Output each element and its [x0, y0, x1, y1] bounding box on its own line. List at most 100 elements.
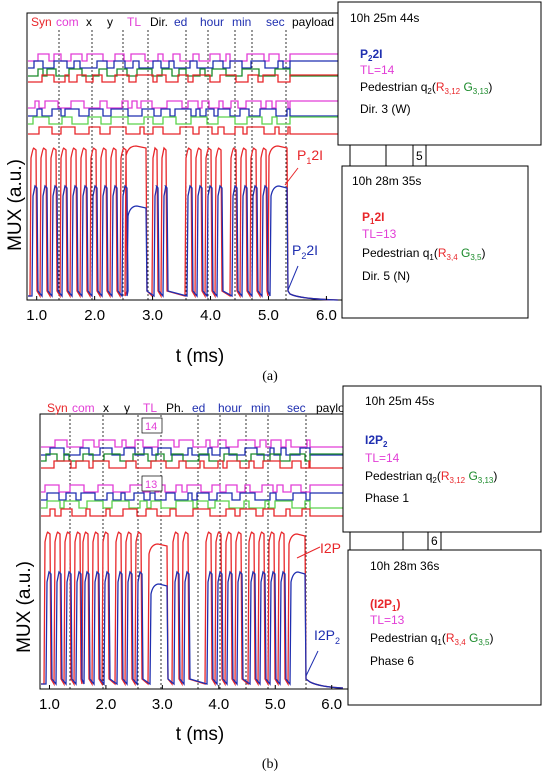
panel-label-b: (b)	[262, 757, 279, 772]
x-axis-label-a: t (ms)	[176, 346, 225, 367]
header-dir: Dir.	[150, 15, 168, 29]
box-b1-ped: Pedestrian q2(R3,12 G3,13)	[365, 469, 497, 485]
digital-trace	[41, 492, 343, 501]
tl-value-14: 14	[145, 421, 157, 433]
header-hour: hour	[218, 401, 242, 415]
curve-label-red-b: I2P	[320, 540, 341, 556]
plot-a-frame	[26, 12, 351, 301]
header-sec: sec	[266, 15, 285, 29]
header-syn: Syn	[31, 15, 52, 29]
digital-trace	[28, 116, 338, 125]
y-axis-label-a: MUX (a.u.)	[5, 159, 26, 251]
curve-label-blue-a-leader	[287, 265, 299, 291]
x-tick-label: 1.0	[39, 696, 60, 713]
box-a1-tag: P22I	[360, 47, 382, 63]
box-a2-tl: TL=13	[362, 227, 397, 241]
connector-a-label: 5	[416, 149, 423, 163]
panel-b: Syn com x y TL Ph. ed hour min sec payload 1.0 2.0 3…	[14, 385, 542, 772]
header-x: x	[86, 15, 92, 29]
x-tick-label: 1.0	[26, 307, 47, 324]
header-payload: payload	[292, 15, 334, 29]
panel-a: Syn com x y TL Dir. ed hour min sec payload 1.0 2.0…	[5, 1, 542, 384]
header-min: min	[232, 15, 251, 29]
header-tl: TL	[143, 401, 157, 415]
x-tick-label: 2.0	[84, 307, 105, 324]
info-box-b2	[347, 549, 542, 706]
digital-trace	[41, 460, 343, 469]
digital-trace	[28, 108, 338, 117]
digital-trace	[28, 60, 338, 69]
digital-trace	[28, 74, 338, 83]
header-y: y	[124, 401, 130, 415]
header-sec: sec	[287, 401, 306, 415]
tl-box-14	[141, 417, 163, 434]
box-b2-tl: TL=13	[370, 613, 405, 627]
y-axis-label-b: MUX (a.u.)	[14, 561, 35, 653]
x-ticks-b: 1.0 2.0 3.0 4.0 5.0 6.0	[39, 685, 342, 713]
digital-trace	[41, 500, 343, 509]
analog-traces-b	[41, 531, 344, 689]
x-tick-label: 3.0	[142, 307, 163, 324]
digital-trace	[28, 53, 338, 62]
curve-label-blue-a: P22I	[292, 242, 318, 261]
x-tick-label: 4.0	[208, 696, 229, 713]
digital-trace	[28, 126, 338, 135]
box-b1-tl: TL=14	[365, 451, 400, 465]
header-tl: TL	[127, 15, 141, 29]
x-ticks-a: 1.0 2.0 3.0 4.0 5.0 6.0	[26, 296, 337, 324]
header-ed: ed	[174, 15, 187, 29]
analog-trace	[28, 145, 339, 301]
header-ed: ed	[192, 401, 205, 415]
header-syn: Syn	[47, 401, 68, 415]
x-tick-label: 3.0	[152, 696, 173, 713]
box-b1-time: 10h 25m 45s	[365, 394, 434, 408]
x-tick-label: 5.0	[265, 696, 286, 713]
x-tick-label: 6.0	[316, 307, 337, 324]
x-tick-label: 6.0	[321, 696, 342, 713]
header-labels-b: Syn com x y TL Ph. ed hour min sec payload	[47, 401, 358, 415]
curve-label-red-b-leader	[296, 546, 321, 559]
curve-label-blue-b: I2P2	[314, 627, 340, 646]
curve-label-red-a: P12I	[297, 147, 323, 166]
box-a1-time: 10h 25m 44s	[350, 11, 419, 25]
digital-traces-a	[28, 53, 338, 135]
box-a2-ped: Pedestrian q1(R3,4 G3,5)	[362, 246, 485, 262]
x-axis-label-b: t (ms)	[176, 724, 225, 745]
curve-label-blue-b-leader	[305, 650, 319, 677]
analog-trace	[28, 184, 339, 301]
box-a1-line4: Dir. 3 (W)	[360, 102, 411, 116]
header-y: y	[107, 15, 113, 29]
header-x: x	[103, 401, 109, 415]
header-com: com	[72, 401, 95, 415]
box-b2-line4: Phase 6	[370, 654, 414, 668]
digital-trace	[28, 100, 338, 109]
analog-trace	[41, 570, 344, 689]
info-box-a2	[341, 165, 529, 319]
box-b2-time: 10h 28m 36s	[370, 559, 439, 573]
header-com: com	[56, 15, 79, 29]
header-labels-a: Syn com x y TL Dir. ed hour min sec payload	[31, 15, 334, 29]
box-a2-line4: Dir. 5 (N)	[362, 269, 410, 283]
tl-value-13: 13	[145, 479, 157, 491]
curve-label-red-a-leader	[284, 167, 299, 186]
tl-box-13	[141, 475, 163, 492]
header-ph: Ph.	[166, 401, 184, 415]
box-a1-ped: Pedestrian q2(R3,12 G3,13)	[360, 80, 492, 96]
box-b1-line4: Phase 1	[365, 491, 409, 505]
digital-trace	[41, 508, 343, 517]
digital-trace	[41, 439, 343, 448]
digital-traces-b	[41, 439, 343, 517]
box-b2-tag: (I2P1)	[370, 597, 400, 613]
header-hour: hour	[200, 15, 224, 29]
analog-trace	[41, 531, 344, 689]
digital-trace	[41, 484, 343, 493]
info-box-b1	[342, 385, 542, 533]
box-b1-tag: I2P2	[365, 433, 388, 449]
info-box-a1	[337, 1, 542, 146]
digital-trace	[41, 447, 343, 456]
box-a2-time: 10h 28m 35s	[352, 174, 421, 188]
panel-label-a: (a)	[262, 369, 278, 384]
connector-b-label: 6	[431, 534, 438, 548]
box-a2-tag: P12I	[362, 210, 384, 226]
